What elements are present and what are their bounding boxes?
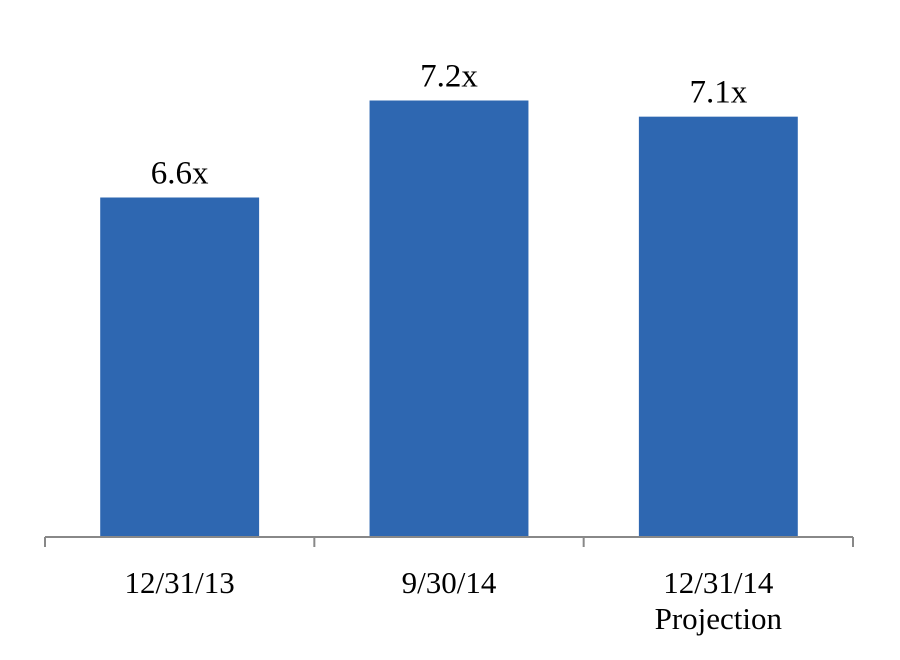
bar: [369, 100, 529, 537]
bar: [100, 197, 260, 537]
bar: [638, 116, 798, 538]
x-tick-label: 12/31/14 Projection: [654, 565, 783, 636]
value-label: 7.1x: [689, 75, 747, 111]
value-label: 7.2x: [420, 59, 478, 95]
x-tick-label: 12/31/13: [124, 565, 235, 600]
value-label: 6.6x: [151, 156, 209, 192]
x-tick-label: 9/30/14: [401, 565, 497, 600]
